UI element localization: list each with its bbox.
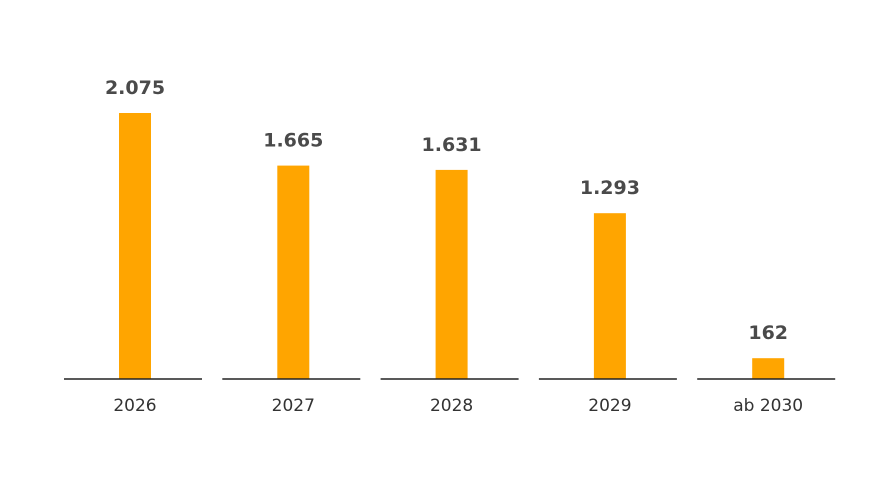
data-label: 1.293 <box>580 177 640 199</box>
x-tick-label: 2029 <box>588 396 631 416</box>
data-label: 1.665 <box>263 130 323 152</box>
data-label: 2.075 <box>105 77 165 99</box>
x-tick-label: ab 2030 <box>733 396 803 416</box>
bar-2027 <box>277 165 310 379</box>
data-label: 162 <box>748 322 788 344</box>
bar-2029 <box>593 213 626 379</box>
bar-2028 <box>435 169 468 379</box>
bar-ab-2030 <box>752 358 785 379</box>
x-tick-label: 2027 <box>272 396 315 416</box>
x-tick-label: 2026 <box>113 396 156 416</box>
x-tick-label: 2028 <box>430 396 473 416</box>
data-label: 1.631 <box>422 134 482 156</box>
bar-2026 <box>119 113 151 379</box>
